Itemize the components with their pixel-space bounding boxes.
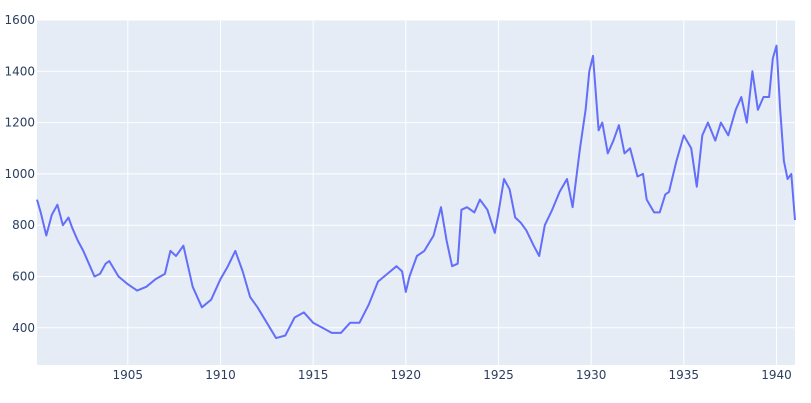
x-tick-label: 1940 [761, 368, 792, 382]
x-tick-label: 1930 [576, 368, 607, 382]
y-tick-label: 1600 [4, 13, 35, 27]
y-tick-label: 800 [12, 218, 35, 232]
x-tick-label: 1920 [391, 368, 422, 382]
x-tick-label: 1905 [113, 368, 144, 382]
x-tick-label: 1935 [669, 368, 700, 382]
x-tick-label: 1925 [483, 368, 514, 382]
y-tick-label: 400 [12, 321, 35, 335]
y-tick-label: 1400 [4, 64, 35, 78]
y-axis-ticks: 400 600 800 1000 1200 1400 1600 [4, 13, 35, 335]
y-tick-label: 1200 [4, 116, 35, 130]
series-line [36, 44, 796, 340]
x-axis-ticks: 1905 1910 1915 1920 1925 1930 1935 1940 [113, 368, 792, 382]
x-tick-label: 1910 [205, 368, 236, 382]
gridlines [37, 19, 795, 365]
y-tick-label: 600 [12, 270, 35, 284]
y-tick-label: 1000 [4, 167, 35, 181]
x-tick-label: 1915 [298, 368, 329, 382]
